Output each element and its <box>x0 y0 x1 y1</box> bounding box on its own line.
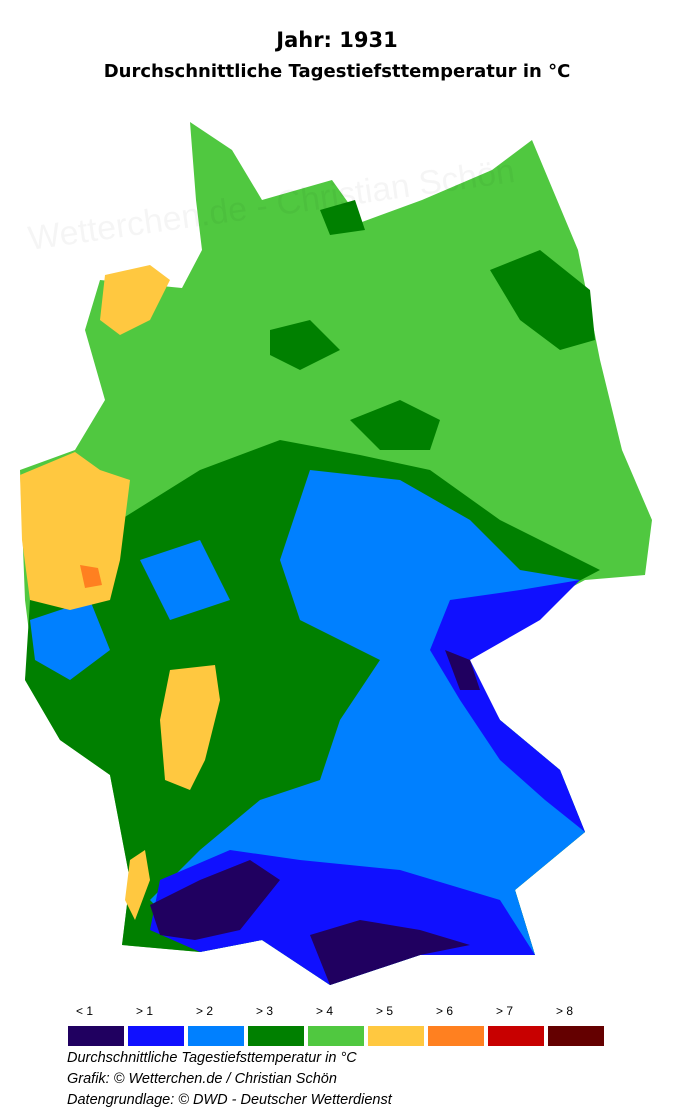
region-above-2-west <box>30 540 230 680</box>
legend-label: > 8 <box>556 1004 574 1018</box>
legend-swatch <box>248 1026 304 1046</box>
legend-item: > 6 <box>428 1004 484 1046</box>
legend-label: > 5 <box>376 1004 394 1018</box>
legend-item: > 7 <box>488 1004 544 1046</box>
footer-credit: Grafik: © Wetterchen.de / Christian Schö… <box>67 1071 337 1087</box>
legend-swatch <box>128 1026 184 1046</box>
legend-label: < 1 <box>76 1004 94 1018</box>
legend-label: > 1 <box>136 1004 154 1018</box>
germany-temperature-map: Wetterchen.de - Christian Schön <box>20 122 652 985</box>
legend-label: > 7 <box>496 1004 514 1018</box>
legend-swatch <box>548 1026 604 1046</box>
region-below-1 <box>150 650 480 985</box>
legend-label: > 2 <box>196 1004 214 1018</box>
region-above-3-north <box>270 200 595 450</box>
legend-item: > 5 <box>368 1004 424 1046</box>
footer-source: Datengrundlage: © DWD - Deutscher Wetter… <box>67 1092 392 1108</box>
legend-item: > 4 <box>308 1004 364 1046</box>
region-above-5-lowerrhine <box>20 265 170 610</box>
region-above-5-upperrhine <box>125 665 220 920</box>
legend-label: > 3 <box>256 1004 274 1018</box>
legend-label: > 4 <box>316 1004 334 1018</box>
map-subtitle: Durchschnittliche Tagestiefsttemperatur … <box>103 61 571 82</box>
legend-swatch <box>428 1026 484 1046</box>
legend-item: > 2 <box>188 1004 244 1046</box>
legend-swatch <box>188 1026 244 1046</box>
legend-swatch <box>368 1026 424 1046</box>
legend-item: > 8 <box>548 1004 604 1046</box>
legend-item: > 1 <box>128 1004 184 1046</box>
legend-label: > 6 <box>436 1004 454 1018</box>
region-above-6 <box>80 565 102 588</box>
legend-item: > 3 <box>248 1004 304 1046</box>
map-title: Jahr: 1931 <box>276 28 398 52</box>
legend-item: < 1 <box>68 1004 124 1046</box>
legend-swatch <box>68 1026 124 1046</box>
legend-swatch <box>488 1026 544 1046</box>
legend-swatch <box>308 1026 364 1046</box>
footer-description: Durchschnittliche Tagestiefsttemperatur … <box>67 1050 357 1066</box>
